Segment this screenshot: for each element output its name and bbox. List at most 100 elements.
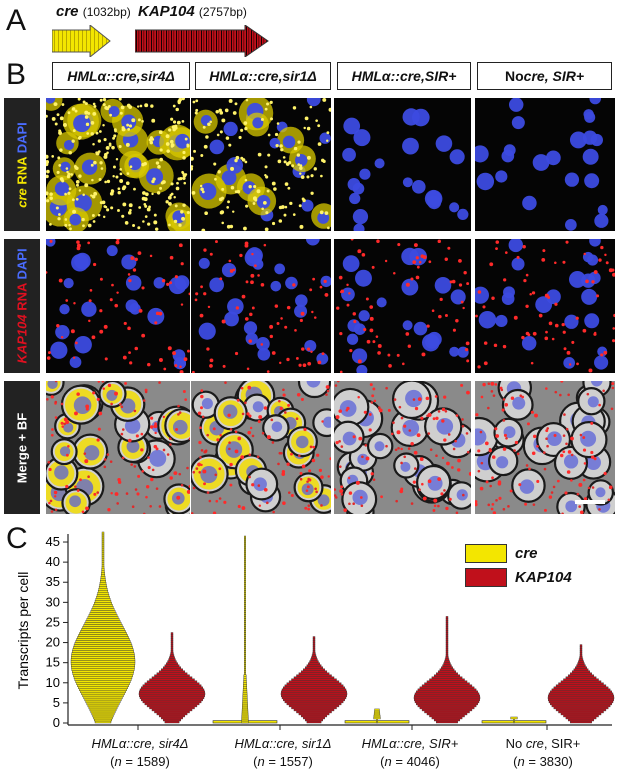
kap104-violin-2-bin [300, 714, 328, 718]
kap104-violin-2-bin [300, 670, 328, 673]
kap104-violin-1-bin [139, 694, 205, 698]
kap104-violin-3-bin [414, 692, 480, 696]
cre-violin-1-bin [99, 582, 107, 585]
y-tick-label: 30 [46, 594, 60, 609]
kap104-violin-3-bin [445, 648, 449, 651]
cre-violin-2-bin [243, 660, 246, 663]
cre-violin-2-bin [243, 571, 246, 575]
kap104-violin-3-bin [424, 710, 470, 714]
cre-violin-1-bin [92, 714, 114, 718]
cre-violin-1-bin [70, 662, 136, 665]
kap104-violin-1-bin [142, 684, 202, 688]
kap104-violin-2-bin [312, 644, 316, 647]
cre-violin-2-bin [243, 636, 246, 639]
column-header-sir1: HMLα::cre, sir1Δ [195, 62, 331, 90]
kap104-violin-2-bin [312, 648, 316, 651]
legend-item-kap104: KAP104 [465, 568, 572, 587]
kap104-violin-4-bin [558, 682, 604, 685]
kap104-violin-2-bin [288, 704, 340, 708]
cre-violin-1-bin [97, 590, 109, 593]
kap104-violin-4-bin [570, 672, 592, 675]
cre-violin-2-bin [243, 682, 247, 685]
cre-violin-1-bin [82, 626, 124, 629]
kap104-violin-1-bin [164, 664, 180, 667]
cre-violin-2-bin [243, 670, 246, 673]
kap104-violin-2-bin [291, 678, 337, 681]
kap104-violin-4-bin [579, 648, 583, 651]
kap104-violin-1-bin [149, 678, 195, 681]
kap104-violin-1-bin [170, 650, 174, 653]
cre-violin-2-bin [243, 559, 246, 563]
cre-violin-1-bin [71, 668, 135, 671]
kap104-violin-3-bin [445, 632, 449, 635]
cre-violin-1-bin [101, 567, 105, 571]
kap104-violin-1-bin [170, 644, 174, 647]
kap104-violin-3-bin [442, 664, 452, 667]
micrograph-r2-c3 [334, 239, 471, 373]
panel-letter-a: A [6, 4, 27, 37]
kap104-violin-4-bin [560, 712, 602, 716]
kap104-violin-3-bin [445, 640, 449, 643]
y-tick-label: 10 [46, 675, 60, 690]
cre-violin-2-bin [243, 634, 246, 637]
cre-violin-2-bin [243, 630, 246, 633]
kap104-violin-4-bin [560, 680, 602, 683]
kap104-violin-3-bin [439, 668, 455, 671]
kap104-violin-1-bin [151, 676, 193, 679]
cre-violin-2-bin [243, 648, 246, 651]
kap104-violin-3-bin [445, 646, 449, 649]
cre-violin-2-bin [243, 638, 246, 641]
kap104-violin-4-bin [579, 654, 583, 657]
cre-violin-2-bin [243, 582, 246, 585]
micrograph-r1-c2 [191, 98, 331, 231]
kap104-violin-3-bin [443, 662, 451, 665]
kap104-violin-2-bin [311, 654, 317, 657]
kap104-violin-1-bin [142, 700, 202, 704]
kap104-violin-2-bin [281, 694, 347, 698]
micrograph-r3-c1 [46, 381, 190, 514]
kap104-violin-1-bin [170, 648, 174, 651]
cre-violin-1-bin [84, 622, 122, 625]
kap104-violin-2-bin [293, 676, 335, 679]
cre-violin-1-bin [71, 654, 135, 657]
cre-violin-1-bin [100, 578, 106, 581]
cre-violin-2-bin [243, 565, 246, 569]
cre-violin-1-bin [100, 576, 106, 579]
kap104-violin-2-bin [311, 656, 317, 659]
kap104-violin-1-bin [162, 718, 182, 722]
kap104-violin-2-bin [288, 680, 340, 683]
kap104-violin-3-bin [419, 706, 475, 710]
kap104-violin-2-bin [309, 660, 319, 663]
kap104-violin-1-bin [169, 656, 175, 659]
cre-violin-2-bin [242, 686, 247, 690]
cre-violin-2-bin [243, 662, 246, 665]
kap104-violin-4-bin [567, 674, 595, 677]
kap104-violin-2-bin [312, 638, 316, 641]
kap104-violin-2-bin [306, 664, 322, 667]
kap104-violin-2-bin [286, 682, 342, 685]
cre-violin-2-bin [243, 650, 246, 653]
cre-violin-1-bin [79, 688, 127, 692]
cre-violin-2-bin [243, 567, 246, 571]
cre-violin-1-bin [90, 610, 116, 613]
y-tick-label: 5 [53, 695, 60, 710]
cre-violin-1-bin [80, 690, 126, 694]
kap104-violin-3-bin [441, 666, 453, 669]
cre-violin-2-bin [243, 646, 246, 649]
kap104-violin-1-bin [170, 642, 174, 645]
cre-violin-1-bin [89, 612, 117, 615]
cre-violin-1-bin [94, 720, 112, 724]
cre-violin-2-bin [241, 718, 249, 722]
kap104-violin-1-bin [154, 710, 190, 714]
cre-violin-2-bin [243, 569, 246, 573]
cre-violin-2-bin [243, 612, 246, 615]
kap104-violin-3-bin [426, 712, 468, 716]
cre-violin-1-bin [76, 638, 130, 641]
kap104-violin-1-bin [139, 696, 205, 700]
cre-violin-1-bin [80, 630, 126, 633]
cre-violin-2-bin [243, 594, 246, 597]
kap104-violin-1-bin [139, 688, 205, 692]
kap104-violin-4-bin [579, 644, 583, 647]
kap104-violin-4-bin [578, 658, 584, 661]
kap104-violin-3-bin [445, 642, 449, 645]
